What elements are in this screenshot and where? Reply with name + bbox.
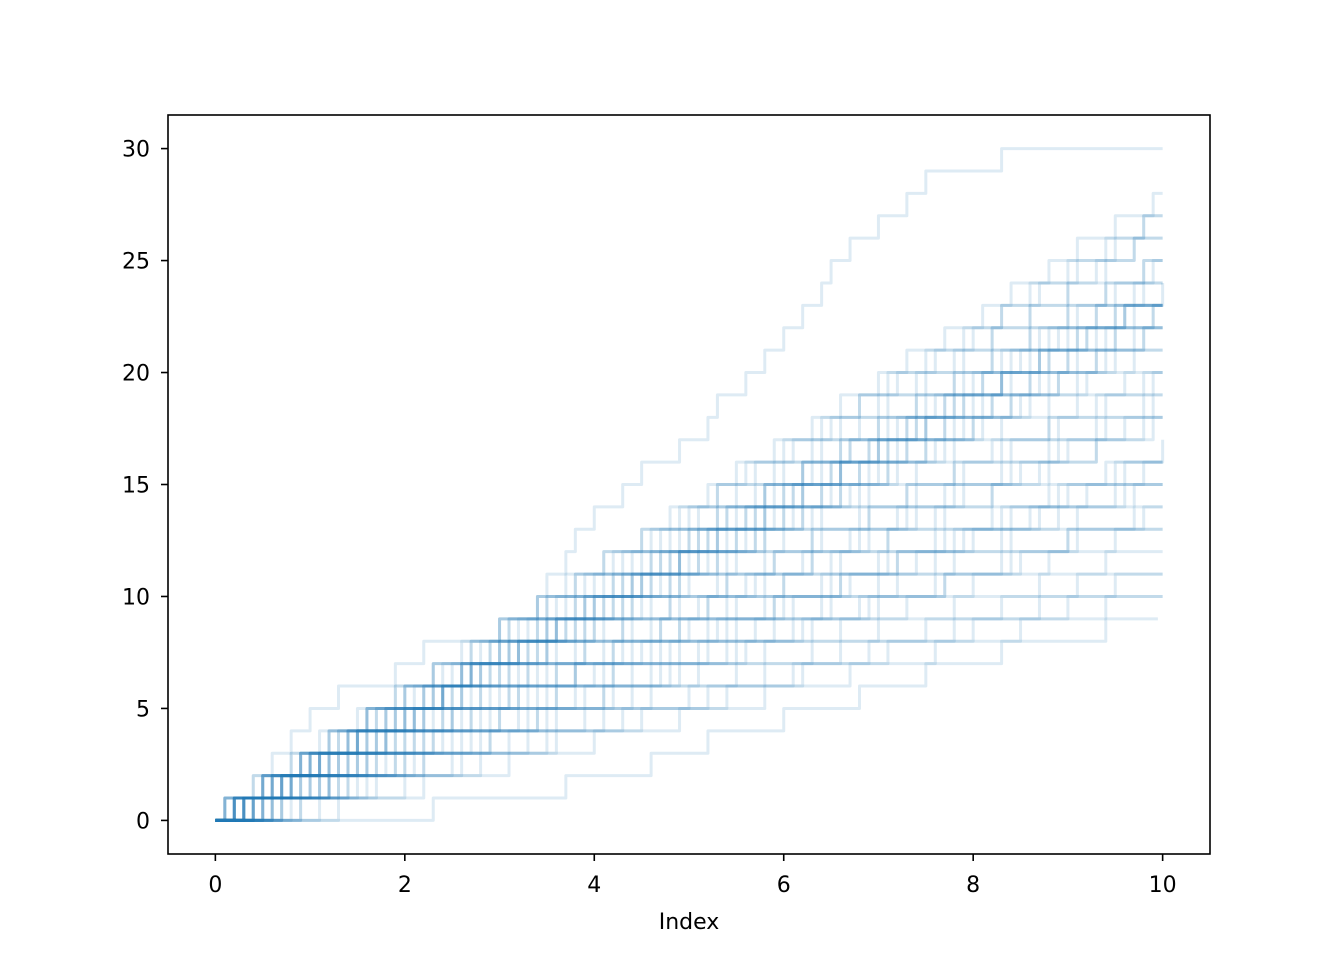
series-line-39 <box>215 303 1163 822</box>
series-line-33 <box>215 303 1163 822</box>
y-tick-label-2: 10 <box>122 585 150 610</box>
x-tick-label-5: 10 <box>1149 873 1177 898</box>
series-line-2 <box>215 281 1163 822</box>
x-tick-label-0: 0 <box>208 873 222 898</box>
x-tick-label-4: 8 <box>966 873 980 898</box>
series-line-30 <box>215 572 1163 822</box>
y-tick-label-5: 25 <box>122 250 150 275</box>
series-line-49 <box>215 348 1163 822</box>
series-line-19 <box>215 214 1163 822</box>
series-line-11 <box>215 483 1163 822</box>
series-line-45 <box>215 282 1165 822</box>
series-line-47 <box>215 259 1163 822</box>
series-line-27 <box>215 236 1163 822</box>
series-line-10 <box>215 303 1163 822</box>
series-line-12 <box>215 303 1163 822</box>
series-line-9 <box>215 281 1163 822</box>
series-line-41 <box>215 214 1163 822</box>
y-tick-label-1: 5 <box>136 697 150 722</box>
series-line-0 <box>215 617 1158 822</box>
series-line-43 <box>215 348 1163 822</box>
series-line-28 <box>215 326 1163 822</box>
series-line-29 <box>215 371 1163 822</box>
y-tick-label-6: 30 <box>122 138 150 163</box>
series-line-23 <box>215 259 1163 822</box>
y-tick-label-0: 0 <box>136 809 150 834</box>
series-line-7 <box>215 236 1163 822</box>
series-line-15 <box>215 415 1163 822</box>
series-line-21 <box>215 303 1163 822</box>
series-line-48 <box>215 594 1163 822</box>
series-line-20 <box>215 460 1163 822</box>
series-line-16 <box>215 303 1163 822</box>
x-tick-label-2: 4 <box>587 873 601 898</box>
x-tick-label-1: 2 <box>398 873 412 898</box>
series-line-38 <box>215 594 1163 822</box>
x-axis-ticks: 0 2 4 6 8 10 <box>208 854 1177 898</box>
series-line-46 <box>215 483 1163 822</box>
series-line-34 <box>215 505 1163 822</box>
y-axis-ticks: 0 5 10 15 20 25 30 <box>122 138 168 834</box>
series-line-37 <box>215 326 1163 822</box>
series-line-44 <box>215 393 1163 822</box>
series-line-32 <box>215 393 1163 822</box>
series-layer <box>215 147 1165 822</box>
series-line-22 <box>215 371 1163 822</box>
series-line-40 <box>215 439 1165 822</box>
series-line-24 <box>215 505 1163 822</box>
plot-area-background <box>168 115 1210 854</box>
series-line-42 <box>215 527 1163 822</box>
x-axis-label: Index <box>659 910 720 935</box>
series-line-36 <box>215 460 1163 822</box>
series-line-6 <box>215 527 1163 822</box>
series-line-26 <box>215 415 1163 822</box>
series-line-31 <box>215 259 1163 822</box>
series-line-1 <box>215 147 1163 822</box>
series-line-18 <box>215 326 1163 822</box>
series-line-5 <box>215 371 1163 822</box>
series-line-25 <box>215 303 1163 822</box>
series-line-13 <box>215 415 1163 822</box>
y-tick-label-4: 20 <box>122 362 150 387</box>
series-line-4 <box>215 483 1163 822</box>
y-tick-label-3: 15 <box>122 474 150 499</box>
series-line-3 <box>215 460 1163 822</box>
series-line-35 <box>215 191 1163 822</box>
series-line-14 <box>215 326 1163 822</box>
x-tick-label-3: 6 <box>777 873 791 898</box>
series-line-17 <box>215 572 1163 822</box>
series-line-8 <box>215 550 1163 822</box>
